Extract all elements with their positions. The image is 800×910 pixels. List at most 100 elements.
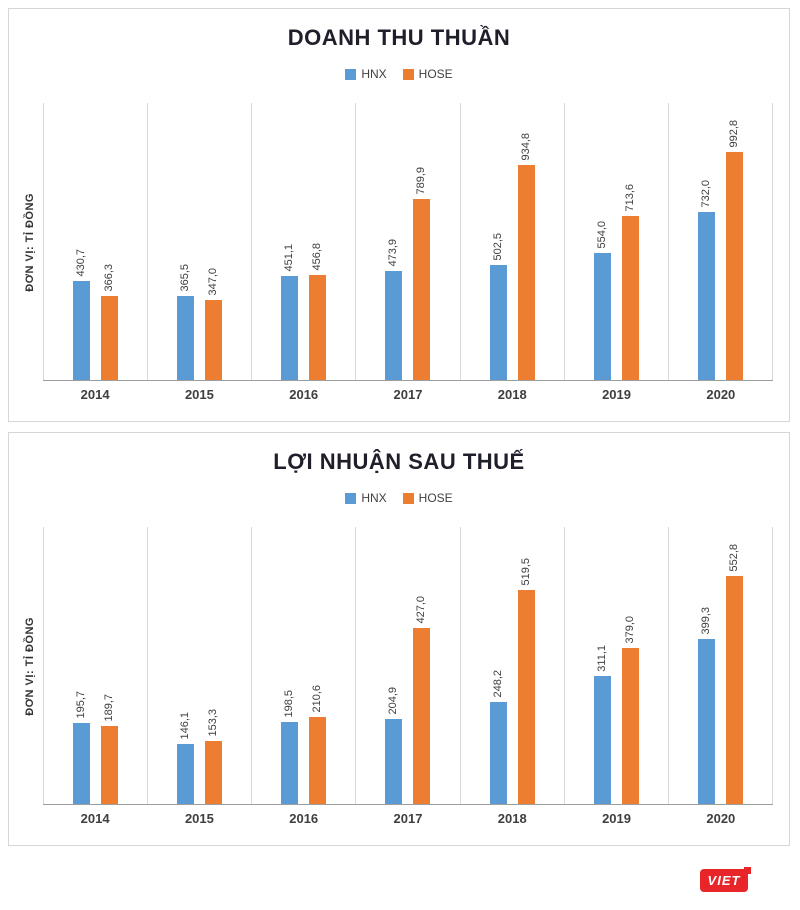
legend-marker-hnx (345, 68, 357, 80)
bar-item-hose-2014: 189,7 (101, 527, 119, 804)
bar-item-hnx-2019: 554,0 (593, 103, 611, 380)
bar-hnx (385, 271, 403, 380)
bar-hnx (177, 296, 195, 380)
category-group-2019: 554,0 713,6 (563, 103, 668, 380)
x-axis-tick-label: 2018 (497, 811, 527, 826)
x-axis-tick-label: 2017 (393, 387, 423, 402)
bar-value-label: 552,8 (727, 544, 740, 572)
x-axis-tick-label: 2014 (80, 811, 110, 826)
legend-label: HNX (361, 491, 387, 505)
bar-item-hose-2017: 427,0 (413, 527, 431, 804)
bar-hnx (281, 276, 299, 380)
bar-hnx (73, 281, 91, 380)
category-group-2020: 732,0 992,8 (667, 103, 773, 380)
plot-area: 430,7 366,3 365,5 347,0 451,1 456,8 473,9 789,9… (43, 103, 773, 381)
legend-marker-hose (402, 68, 414, 80)
bar-value-label: 366,3 (103, 264, 116, 292)
category-group-2015: 365,5 347,0 (147, 103, 251, 380)
bar-item-hnx-2014: 430,7 (73, 103, 91, 380)
legend-label: HOSE (418, 491, 453, 505)
bar-item-hnx-2020: 732,0 (697, 103, 715, 380)
bar-hose (309, 717, 327, 804)
bar-item-hose-2020: 992,8 (725, 103, 743, 380)
bar-value-label: 399,3 (699, 607, 712, 635)
bar-hnx (697, 212, 715, 380)
bar-value-label: 146,1 (179, 712, 192, 740)
x-axis-tick-label: 2016 (289, 387, 319, 402)
bar-hose (621, 216, 639, 380)
bar-hnx (593, 676, 611, 804)
chart-panel-revenue: DOANH THU THUẦN HNX HOSE ĐƠN VỊ: TỈ ĐỒNG… (8, 8, 790, 422)
bar-item-hose-2020: 552,8 (725, 527, 743, 804)
x-axis-tick-label: 2017 (393, 811, 423, 826)
bar-value-label: 502,5 (491, 233, 504, 261)
plot-area: 195,7 189,7 146,1 153,3 198,5 210,6 204,9 427,0… (43, 527, 773, 805)
legend-item-hose: HOSE (402, 491, 453, 505)
bar-value-label: 347,0 (207, 268, 220, 296)
bar-item-hnx-2018: 248,2 (489, 527, 507, 804)
x-axis-tick-label: 2015 (184, 387, 214, 402)
bar-item-hnx-2016: 451,1 (281, 103, 299, 380)
bar-value-label: 195,7 (75, 691, 88, 719)
bar-item-hose-2019: 713,6 (621, 103, 639, 380)
bar-value-label: 789,9 (415, 167, 428, 195)
bar-item-hose-2018: 934,8 (517, 103, 535, 380)
x-axis-tick-label: 2020 (706, 387, 736, 402)
bar-item-hose-2014: 366,3 (101, 103, 119, 380)
bar-item-hose-2019: 379,0 (621, 527, 639, 804)
chart-title: LỢI NHUẬN SAU THUẾ (273, 449, 525, 474)
viet-logo-badge: VIET (700, 869, 748, 892)
x-axis-tick-label: 2016 (289, 811, 319, 826)
category-group-2017: 204,9 427,0 (355, 527, 459, 804)
bar-value-label: 379,0 (623, 616, 636, 644)
bar-value-label: 311,1 (595, 645, 608, 672)
y-axis-title-wrap: ĐƠN VỊ: TỈ ĐỒNG (17, 527, 43, 805)
bar-item-hnx-2017: 473,9 (385, 103, 403, 380)
bar-value-label: 189,7 (103, 694, 116, 722)
bar-hose (517, 165, 535, 380)
bar-item-hnx-2019: 311,1 (593, 527, 611, 804)
bar-hose (517, 590, 535, 804)
bar-hose (725, 152, 743, 380)
bar-value-label: 456,8 (311, 243, 324, 271)
x-axis-tick-label: 2019 (602, 811, 631, 826)
bar-value-label: 430,7 (75, 249, 88, 277)
bar-value-label: 427,0 (415, 596, 428, 624)
bar-hnx (73, 723, 91, 804)
x-axis-tick-label: 2018 (497, 387, 527, 402)
category-group-2019: 311,1 379,0 (563, 527, 668, 804)
chart-legend: HNX HOSE (9, 67, 789, 81)
bar-item-hose-2015: 153,3 (205, 527, 223, 804)
bar-hose (413, 628, 431, 804)
bar-hnx (177, 744, 195, 804)
x-axis-tick-label: 2019 (602, 387, 631, 402)
bar-value-label: 992,8 (727, 120, 740, 148)
y-axis-title-wrap: ĐƠN VỊ: TỈ ĐỒNG (17, 103, 43, 381)
x-axis: 2014 2015 2016 2017 2018 2019 2020 (43, 811, 773, 833)
bar-item-hnx-2015: 365,5 (177, 103, 195, 380)
bar-item-hnx-2020: 399,3 (697, 527, 715, 804)
chart-panel-profit: LỢI NHUẬN SAU THUẾ HNX HOSE ĐƠN VỊ: TỈ Đ… (8, 432, 790, 846)
category-group-2020: 399,3 552,8 (667, 527, 773, 804)
legend-item-hose: HOSE (402, 67, 453, 81)
bar-value-label: 713,6 (623, 184, 636, 212)
bar-hnx (489, 265, 507, 380)
bar-item-hose-2016: 456,8 (309, 103, 327, 380)
x-axis-tick-label: 2015 (184, 811, 214, 826)
legend-marker-hnx (345, 492, 357, 504)
bar-value-label: 554,0 (595, 221, 608, 249)
bar-item-hose-2015: 347,0 (205, 103, 223, 380)
bar-hose (725, 576, 743, 804)
bar-item-hose-2018: 519,5 (517, 527, 535, 804)
bar-hose (309, 275, 327, 380)
y-axis-title: ĐƠN VỊ: TỈ ĐỒNG (24, 192, 36, 292)
x-axis-tick-label: 2014 (80, 387, 110, 402)
bar-hose (101, 726, 119, 804)
bar-item-hnx-2015: 146,1 (177, 527, 195, 804)
bar-hose (101, 296, 119, 380)
category-group-2015: 146,1 153,3 (147, 527, 251, 804)
chart-area: ĐƠN VỊ: TỈ ĐỒNG 430,7 366,3 365,5 347,0 451,… (17, 103, 773, 381)
bar-hnx (593, 253, 611, 380)
bar-hose (205, 741, 223, 804)
